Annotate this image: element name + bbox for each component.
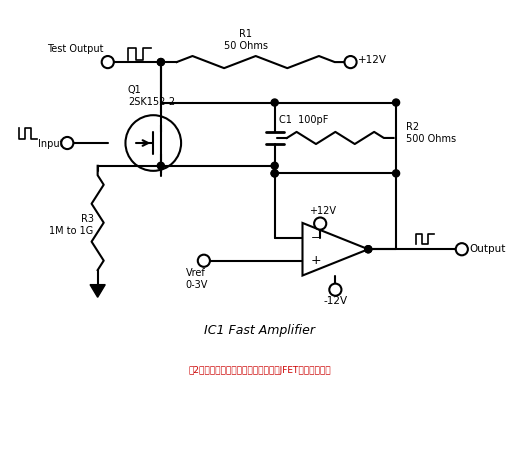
Text: Output: Output (469, 244, 506, 254)
Text: -12V: -12V (323, 296, 347, 306)
Circle shape (456, 243, 468, 255)
Text: Input: Input (38, 139, 63, 149)
Text: +12V: +12V (358, 55, 387, 65)
Text: Test Output: Test Output (47, 44, 104, 55)
Text: IC1 Fast Amplifier: IC1 Fast Amplifier (204, 324, 315, 337)
Text: +: + (310, 254, 321, 267)
Text: +12V: +12V (309, 207, 336, 217)
Circle shape (314, 218, 326, 229)
Circle shape (157, 162, 165, 169)
Text: R3
1M to 1G: R3 1M to 1G (49, 214, 93, 236)
Text: R1
50 Ohms: R1 50 Ohms (224, 29, 268, 51)
Text: C1  100pF: C1 100pF (279, 115, 328, 125)
Circle shape (157, 59, 165, 65)
Text: −: − (311, 233, 320, 243)
Circle shape (329, 284, 342, 296)
Circle shape (392, 99, 400, 106)
Circle shape (365, 245, 372, 253)
Circle shape (392, 170, 400, 177)
Circle shape (198, 255, 210, 267)
Text: Q1
2SK152-2: Q1 2SK152-2 (128, 85, 175, 107)
Circle shape (271, 162, 278, 169)
Polygon shape (90, 284, 105, 297)
Circle shape (102, 56, 114, 68)
Circle shape (271, 99, 278, 106)
Text: R2
500 Ohms: R2 500 Ohms (406, 122, 456, 144)
Circle shape (271, 170, 278, 177)
Circle shape (61, 137, 73, 149)
Text: 图2：很宽温度范围、增益稳定的快速JFET高阻抗放大器: 图2：很宽温度范围、增益稳定的快速JFET高阻抗放大器 (188, 366, 331, 375)
Circle shape (345, 56, 357, 68)
Circle shape (365, 245, 372, 253)
Circle shape (271, 170, 278, 177)
Text: Vref
0-3V: Vref 0-3V (185, 268, 208, 290)
Circle shape (157, 59, 165, 65)
